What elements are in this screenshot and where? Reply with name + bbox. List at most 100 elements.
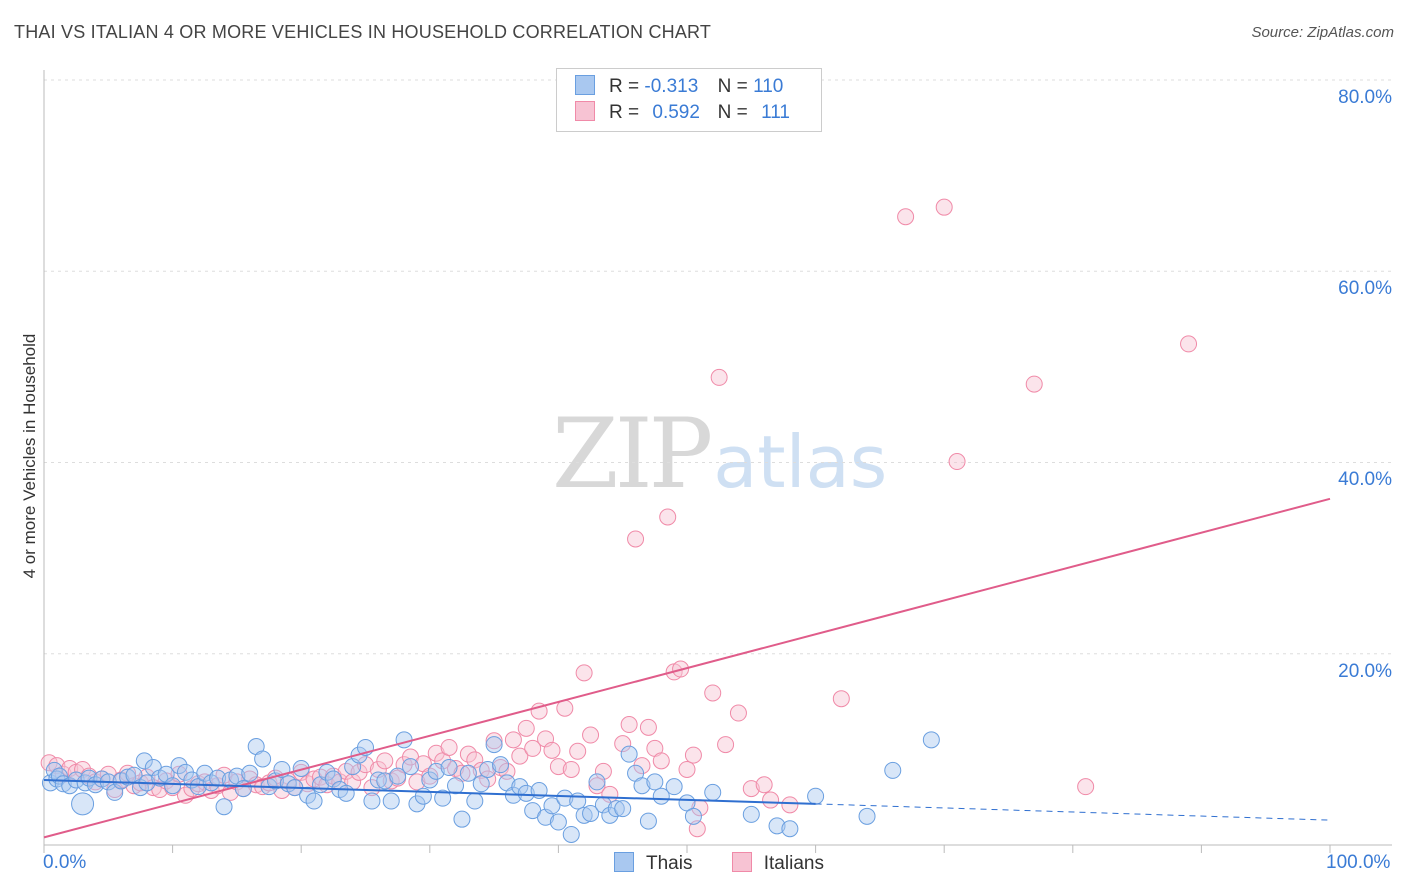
italians-point <box>742 780 760 798</box>
thais-point <box>363 792 381 810</box>
thais-point <box>614 800 632 818</box>
italians-point <box>357 756 374 774</box>
italians-point <box>524 739 542 757</box>
italians-swatch <box>575 101 595 121</box>
italians-point <box>472 761 490 779</box>
thais-point <box>254 750 272 768</box>
italians-point <box>1077 778 1095 796</box>
x-tick-label: 100.0% <box>1326 852 1391 873</box>
thais-point <box>633 777 651 795</box>
italians-point <box>74 760 92 778</box>
thais-point <box>807 787 825 805</box>
thais-point <box>543 797 561 815</box>
grid-lines <box>44 79 1392 655</box>
thais-point <box>241 764 259 782</box>
thais-points <box>41 731 940 843</box>
thais-point <box>485 736 503 754</box>
thais-point <box>337 784 355 802</box>
thais-point <box>447 777 465 795</box>
thais-point <box>389 767 407 785</box>
thais-point <box>135 752 153 770</box>
italians-point <box>582 726 600 744</box>
italians-point <box>575 664 593 682</box>
y-tick-label: 20.0% <box>1338 661 1392 682</box>
italians-point <box>138 768 156 786</box>
legend-item-thais[interactable]: Thais <box>614 852 692 875</box>
n-label: N = <box>717 102 748 123</box>
italians-point <box>459 745 477 763</box>
thais-point <box>620 745 638 763</box>
thais-point <box>382 792 400 810</box>
italians-point <box>755 776 773 794</box>
thais-point <box>517 784 535 802</box>
italians-point <box>935 198 953 216</box>
thais-point <box>639 812 657 830</box>
italians-point <box>762 791 780 809</box>
italians-point <box>704 684 722 702</box>
italians-points <box>40 198 1198 838</box>
italians-trend-line <box>43 497 1331 839</box>
italians-point <box>440 738 458 756</box>
italians-point <box>729 704 747 722</box>
thais-point <box>324 770 342 788</box>
italians-point <box>543 741 561 759</box>
italians-point <box>652 752 670 770</box>
italians-point <box>588 777 606 795</box>
italians-swatch <box>731 852 752 872</box>
italians-point <box>48 757 66 775</box>
italians-point <box>620 716 638 734</box>
italians-point <box>517 719 535 737</box>
thais-point <box>395 731 413 749</box>
n-label: N = <box>717 76 748 97</box>
thais-point <box>562 825 580 843</box>
legend-item-italians[interactable]: Italians <box>731 852 824 875</box>
italians-point <box>376 752 394 770</box>
thais-trend-extension <box>815 803 1331 821</box>
italians-point <box>659 508 677 526</box>
thais-point <box>922 731 940 749</box>
r-label: R = <box>609 102 640 123</box>
italians-point <box>562 760 580 778</box>
legend-label: Thais <box>646 853 693 874</box>
thais-point <box>427 762 445 780</box>
italians-point <box>717 736 735 754</box>
y-tick-label: 80.0% <box>1338 87 1392 108</box>
italians-point <box>897 208 915 226</box>
thais-point <box>646 773 664 791</box>
thais-point <box>472 775 490 793</box>
italians-point <box>511 747 529 765</box>
thais-point <box>492 756 510 774</box>
italians-point <box>504 731 522 749</box>
italians-point <box>678 760 696 778</box>
thais-swatch <box>575 75 595 95</box>
thais-trend-line <box>43 778 816 805</box>
legend-label: Italians <box>763 853 824 874</box>
italians-point <box>569 742 587 760</box>
thais-point <box>170 757 188 775</box>
thais-point <box>575 806 593 824</box>
axes <box>43 70 1392 853</box>
r-value: 0.592 <box>652 102 700 123</box>
thais-point <box>421 771 439 789</box>
n-value: 110 <box>753 76 784 97</box>
italians-point <box>1025 375 1043 393</box>
series-legend: Thais Italians <box>614 852 858 875</box>
legend-row-italians: R = 0.592 N = 111 <box>575 101 790 125</box>
thais-point <box>684 807 702 825</box>
thais-point <box>665 778 683 796</box>
thais-point <box>369 771 387 789</box>
thais-point <box>466 792 484 810</box>
y-axis-label: 4 or more Vehicles in Household <box>20 333 39 579</box>
thais-point <box>305 792 323 810</box>
italians-point <box>710 368 728 386</box>
thais-point <box>607 800 625 818</box>
thais-point <box>704 783 722 801</box>
thais-point <box>459 764 477 782</box>
thais-point <box>402 758 420 776</box>
watermark-zip: ZIP <box>552 398 713 510</box>
italians-point <box>485 732 503 750</box>
italians-point <box>684 746 702 764</box>
italians-point <box>781 796 799 814</box>
thais-point <box>376 772 394 790</box>
